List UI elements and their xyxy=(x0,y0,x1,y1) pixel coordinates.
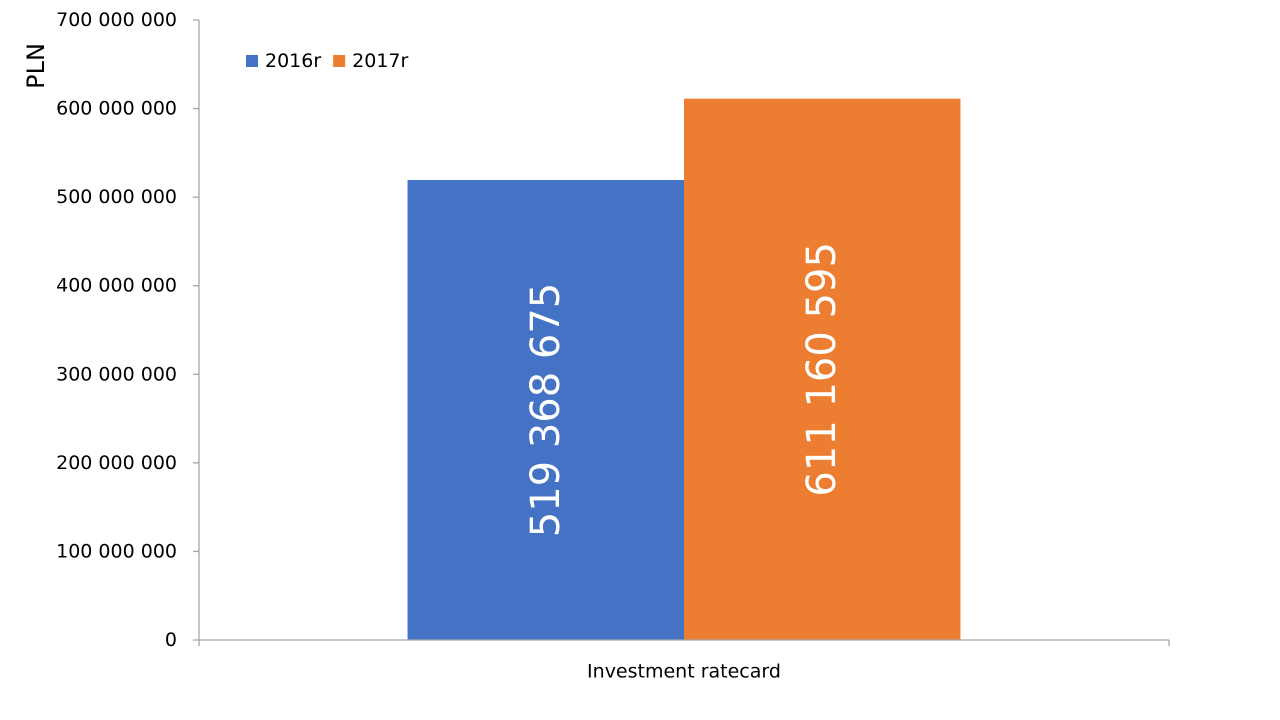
category-label: Investment ratecard xyxy=(587,661,781,683)
legend-swatch-2017r xyxy=(333,55,346,67)
data-label-2017r: 611 160 595 xyxy=(799,242,845,496)
bar-2016r xyxy=(407,179,684,641)
y-tick-label: 200 000 000 xyxy=(56,452,177,474)
y-tick-label: 700 000 000 xyxy=(56,9,177,31)
y-axis-title: PLN xyxy=(22,43,50,89)
bar-2017r xyxy=(684,98,961,640)
data-label-2016r: 519 368 675 xyxy=(523,283,569,537)
legend-label-2016r: 2016r xyxy=(265,50,321,72)
legend-swatch-2016r xyxy=(246,55,258,67)
y-tick-label: 300 000 000 xyxy=(56,363,177,385)
y-tick-label: 600 000 000 xyxy=(56,98,177,120)
y-tick-label: 100 000 000 xyxy=(56,540,177,562)
axes xyxy=(198,20,1170,646)
legend-label-2017r: 2017r xyxy=(352,50,408,72)
y-tick-label: 0 xyxy=(165,629,177,651)
y-axis-ticks: 0 100 000 000 200 000 000 300 000 000 400 00… xyxy=(56,9,199,651)
y-tick-label: 500 000 000 xyxy=(56,186,177,208)
bars: 519 368 675 611 160 595 xyxy=(407,98,961,641)
legend: 2016r 2017r xyxy=(246,50,409,72)
y-tick-label: 400 000 000 xyxy=(56,275,177,297)
